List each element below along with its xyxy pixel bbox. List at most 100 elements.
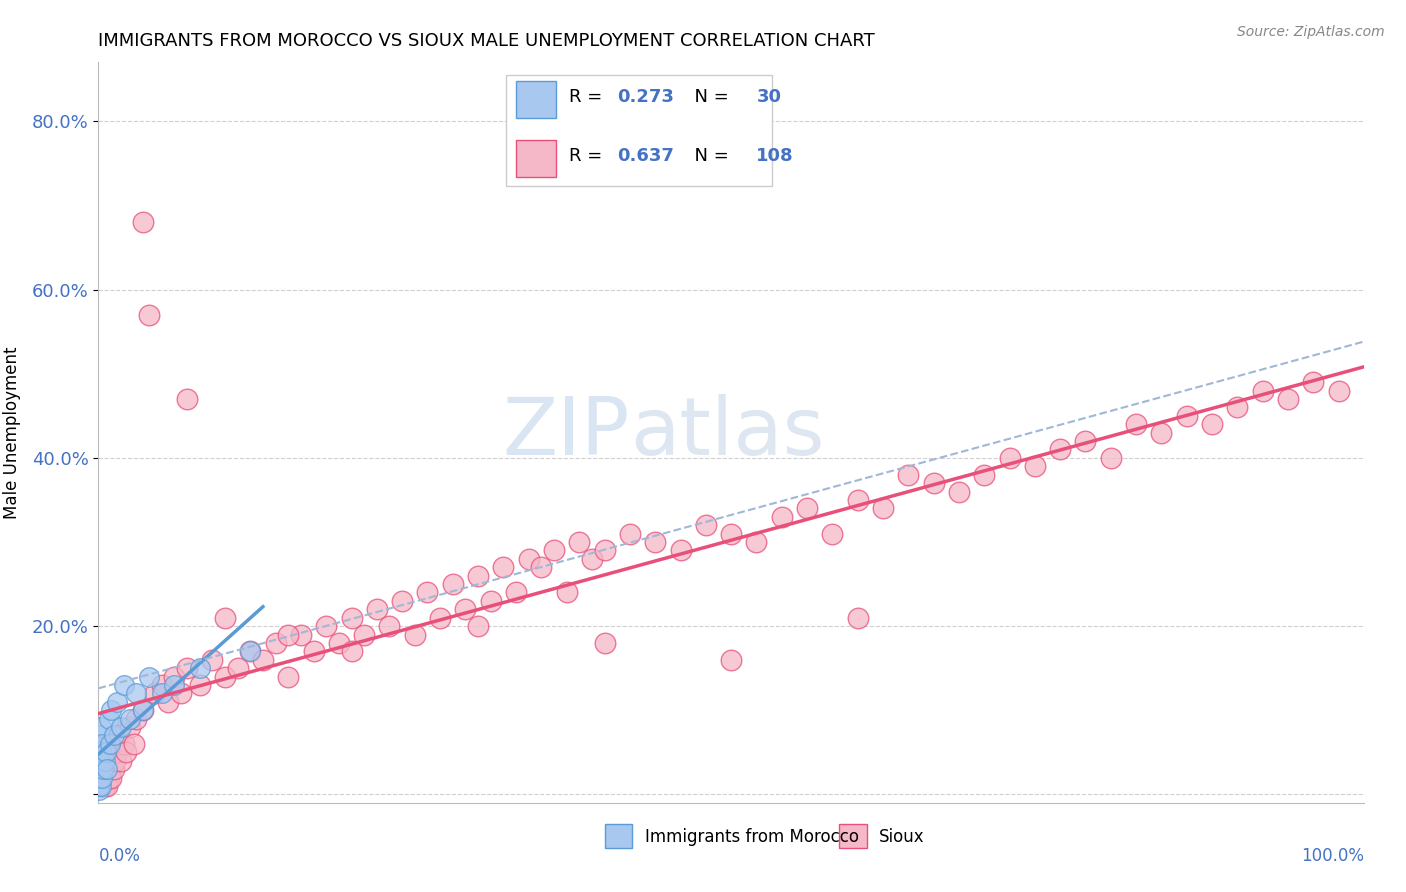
- Point: [897, 467, 920, 482]
- Point: [91, 779, 114, 793]
- Text: atlas: atlas: [630, 393, 824, 472]
- Point: [252, 653, 274, 667]
- Point: [90, 754, 112, 768]
- Point: [720, 653, 742, 667]
- Point: [340, 610, 363, 624]
- Point: [96, 762, 118, 776]
- Point: [89, 771, 111, 785]
- Point: [530, 560, 553, 574]
- Point: [264, 636, 287, 650]
- Text: 0.637: 0.637: [617, 147, 673, 165]
- Text: N =: N =: [683, 147, 734, 165]
- Point: [105, 737, 128, 751]
- Point: [796, 501, 818, 516]
- Point: [132, 703, 155, 717]
- Point: [103, 729, 125, 743]
- FancyBboxPatch shape: [605, 824, 633, 848]
- Point: [441, 577, 464, 591]
- Text: 0.0%: 0.0%: [98, 847, 141, 865]
- Point: [122, 737, 145, 751]
- Point: [543, 543, 565, 558]
- Point: [1150, 425, 1173, 440]
- Point: [922, 476, 945, 491]
- Point: [290, 627, 312, 641]
- Point: [93, 779, 117, 793]
- Text: 100.0%: 100.0%: [1301, 847, 1364, 865]
- Point: [568, 535, 591, 549]
- Point: [669, 543, 692, 558]
- Point: [593, 636, 616, 650]
- Point: [846, 610, 869, 624]
- Point: [107, 745, 129, 759]
- Point: [1074, 434, 1097, 448]
- Point: [107, 729, 129, 743]
- Point: [619, 526, 641, 541]
- Point: [110, 720, 132, 734]
- Point: [517, 551, 540, 566]
- Point: [176, 661, 198, 675]
- Point: [1201, 417, 1223, 432]
- Point: [97, 737, 120, 751]
- Text: Immigrants from Morocco: Immigrants from Morocco: [645, 828, 859, 846]
- Point: [138, 308, 160, 322]
- FancyBboxPatch shape: [516, 140, 557, 178]
- Point: [112, 737, 135, 751]
- Text: IMMIGRANTS FROM MOROCCO VS SIOUX MALE UNEMPLOYMENT CORRELATION CHART: IMMIGRANTS FROM MOROCCO VS SIOUX MALE UN…: [98, 32, 875, 50]
- Point: [846, 492, 869, 507]
- Point: [176, 392, 198, 406]
- Point: [93, 754, 117, 768]
- Point: [239, 644, 262, 658]
- Point: [97, 771, 120, 785]
- FancyBboxPatch shape: [516, 81, 557, 118]
- Point: [132, 703, 155, 717]
- Point: [188, 661, 211, 675]
- Point: [107, 695, 129, 709]
- FancyBboxPatch shape: [838, 824, 866, 848]
- Point: [1125, 417, 1147, 432]
- Point: [112, 678, 135, 692]
- Text: R =: R =: [569, 147, 609, 165]
- Point: [89, 762, 111, 776]
- Point: [872, 501, 894, 516]
- Point: [87, 779, 110, 793]
- Text: 0.273: 0.273: [617, 88, 673, 106]
- Point: [90, 720, 112, 734]
- Point: [593, 543, 616, 558]
- Point: [1099, 450, 1122, 465]
- Point: [96, 779, 118, 793]
- Point: [1277, 392, 1299, 406]
- Point: [239, 644, 262, 658]
- Point: [94, 754, 117, 768]
- Point: [353, 627, 375, 641]
- Point: [98, 762, 121, 776]
- Point: [1302, 375, 1324, 389]
- Point: [391, 594, 413, 608]
- Point: [132, 215, 155, 229]
- Text: Sioux: Sioux: [879, 828, 925, 846]
- Point: [100, 771, 122, 785]
- Point: [277, 627, 299, 641]
- Point: [90, 771, 112, 785]
- Point: [1251, 384, 1274, 398]
- Point: [188, 678, 211, 692]
- Point: [93, 762, 117, 776]
- Point: [125, 686, 148, 700]
- Y-axis label: Male Unemployment: Male Unemployment: [3, 346, 21, 519]
- Point: [404, 627, 426, 641]
- Point: [100, 703, 122, 717]
- Point: [1024, 459, 1046, 474]
- Point: [214, 610, 236, 624]
- Point: [644, 535, 666, 549]
- FancyBboxPatch shape: [506, 75, 772, 186]
- Point: [479, 594, 502, 608]
- Point: [1049, 442, 1071, 457]
- Point: [115, 745, 138, 759]
- Point: [94, 745, 117, 759]
- Point: [90, 779, 112, 793]
- Point: [416, 585, 439, 599]
- Point: [91, 762, 114, 776]
- Point: [125, 712, 148, 726]
- Point: [998, 450, 1021, 465]
- Point: [145, 686, 166, 700]
- Point: [201, 653, 224, 667]
